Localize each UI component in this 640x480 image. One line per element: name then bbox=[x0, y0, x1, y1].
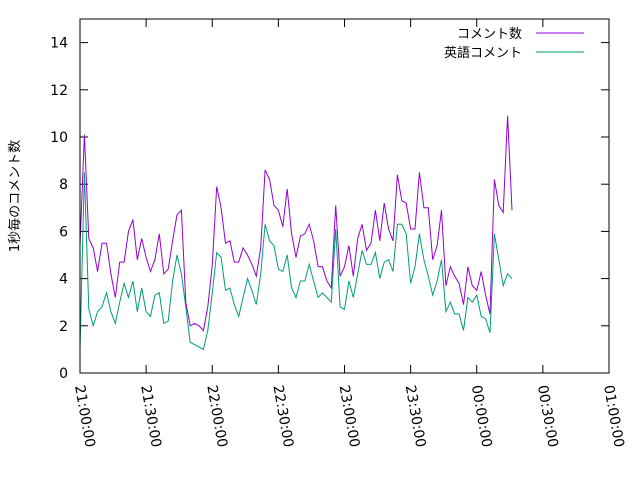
y-tick-label: 0 bbox=[59, 366, 68, 382]
legend-label: コメント数 bbox=[457, 27, 522, 42]
x-tick-labels: 21:00:00 21:30:00 22:00:00 22:30:00 23:00:00… bbox=[71, 384, 627, 449]
x-tick-label: 22:00:00 bbox=[203, 384, 230, 449]
x-tick-label: 00:00:00 bbox=[468, 384, 495, 449]
y-tick-label: 4 bbox=[59, 272, 68, 288]
tick-marks bbox=[79, 19, 610, 374]
x-tick-label: 23:00:00 bbox=[336, 384, 363, 449]
x-tick-label: 21:00:00 bbox=[71, 384, 98, 449]
series-line-2 bbox=[79, 172, 513, 351]
y-tick-label: 10 bbox=[50, 130, 68, 146]
x-tick-label: 23:30:00 bbox=[402, 384, 429, 449]
series-line-1 bbox=[79, 115, 513, 332]
x-tick-label: 22:30:00 bbox=[269, 384, 296, 449]
plot-frame bbox=[79, 18, 610, 374]
y-tick-label: 14 bbox=[50, 36, 68, 52]
y-tick-label: 6 bbox=[59, 224, 68, 240]
legend-label: 英語コメント bbox=[444, 45, 522, 61]
y-axis-label: 1秒毎のコメント数 bbox=[7, 140, 23, 252]
x-tick-label: 21:30:00 bbox=[137, 384, 164, 449]
y-tick-label: 12 bbox=[50, 83, 68, 99]
y-tick-label: 2 bbox=[59, 319, 68, 335]
y-tick-labels: 0 2 4 6 8 10 12 14 bbox=[50, 36, 68, 382]
x-tick-label: 00:30:00 bbox=[534, 384, 561, 449]
y-tick-label: 8 bbox=[59, 177, 68, 193]
x-tick-label: 01:00:00 bbox=[600, 384, 627, 449]
series-lines bbox=[79, 115, 513, 351]
